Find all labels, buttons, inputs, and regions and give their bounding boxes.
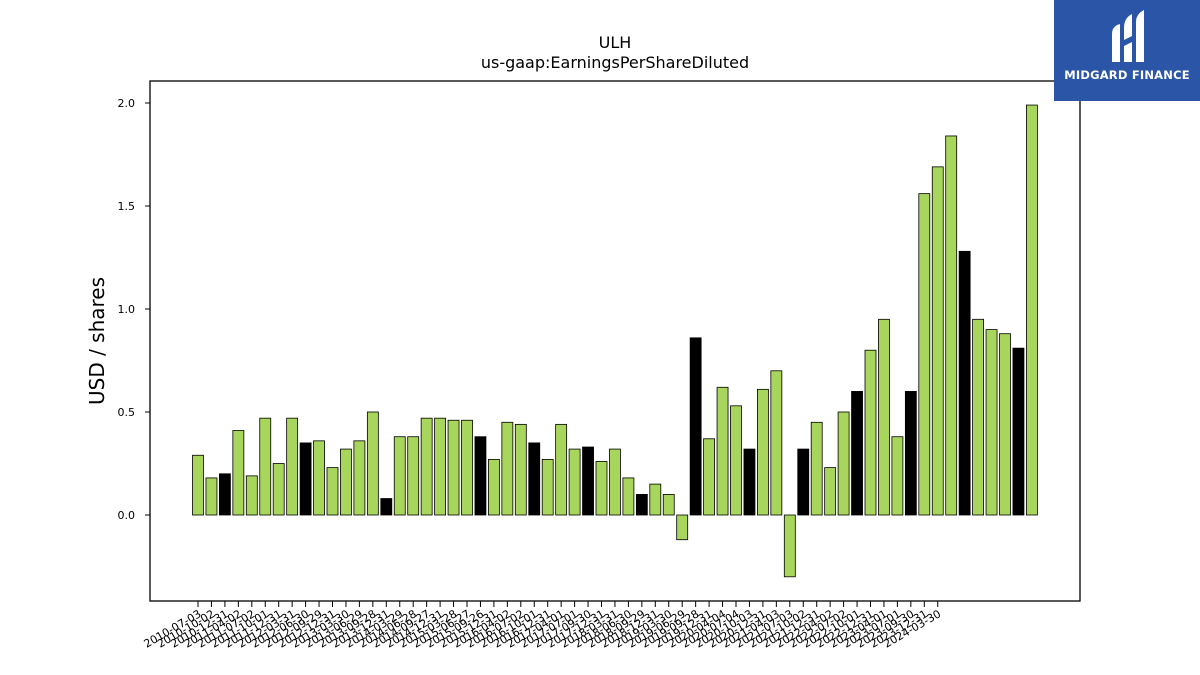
bar bbox=[205, 477, 218, 516]
bar bbox=[891, 436, 904, 516]
bar bbox=[864, 349, 877, 516]
bar bbox=[366, 411, 379, 516]
bar bbox=[447, 419, 460, 516]
bar bbox=[407, 436, 420, 516]
bar bbox=[810, 421, 823, 516]
logo-mark-icon bbox=[1112, 10, 1144, 62]
bar-series bbox=[192, 104, 1038, 578]
bar bbox=[340, 448, 352, 516]
bar bbox=[783, 514, 796, 578]
bar bbox=[716, 386, 729, 516]
y-tick-label: 0.0 bbox=[118, 509, 136, 522]
bar bbox=[649, 483, 662, 516]
y-tick-label: 0.5 bbox=[118, 406, 136, 419]
bar bbox=[824, 467, 837, 516]
bar bbox=[420, 417, 433, 516]
bar bbox=[851, 390, 863, 516]
y-tick-label: 1.0 bbox=[118, 303, 136, 316]
midgard-finance-logo: MIDGARD FINANCE bbox=[1054, 0, 1200, 101]
bar bbox=[514, 423, 527, 516]
bar bbox=[1012, 347, 1025, 516]
bar bbox=[232, 430, 245, 516]
bar bbox=[259, 417, 272, 516]
bar bbox=[931, 166, 944, 516]
bar bbox=[218, 473, 231, 516]
bar bbox=[837, 411, 850, 516]
bar bbox=[192, 454, 204, 516]
bar bbox=[245, 475, 258, 516]
bar bbox=[353, 440, 366, 516]
bar bbox=[757, 388, 769, 516]
bar bbox=[313, 440, 325, 516]
bar bbox=[393, 436, 406, 516]
bar bbox=[609, 448, 621, 516]
bar bbox=[958, 250, 971, 516]
bar bbox=[918, 193, 931, 516]
x-axis: 2010-07-032010-10-022010-12-312011-04-02… bbox=[142, 601, 943, 651]
bar bbox=[622, 477, 635, 516]
bar bbox=[730, 405, 742, 516]
bar bbox=[299, 442, 312, 516]
bar bbox=[743, 448, 756, 516]
bar bbox=[272, 463, 285, 516]
chart-title: ULH bbox=[599, 33, 632, 52]
bar bbox=[770, 370, 783, 516]
chart-subtitle: us-gaap:EarningsPerShareDiluted bbox=[481, 53, 749, 72]
bar bbox=[676, 514, 689, 541]
bar bbox=[501, 421, 514, 516]
bar bbox=[595, 461, 608, 516]
plot-frame bbox=[149, 80, 1081, 602]
bar bbox=[487, 458, 500, 516]
bar bbox=[878, 318, 890, 516]
bar bbox=[945, 135, 958, 516]
bar bbox=[434, 417, 447, 516]
bar bbox=[528, 442, 541, 516]
y-tick-label: 1.5 bbox=[118, 200, 136, 213]
bar bbox=[582, 446, 594, 516]
bar bbox=[326, 467, 339, 516]
bar bbox=[703, 438, 715, 516]
bar bbox=[689, 337, 702, 516]
bar bbox=[461, 419, 473, 516]
bar bbox=[662, 493, 675, 516]
bar bbox=[541, 458, 554, 516]
logo-text: MIDGARD FINANCE bbox=[1064, 68, 1190, 82]
bar bbox=[380, 498, 393, 516]
y-axis: 0.0 0.5 1.0 1.5 2.0 bbox=[118, 97, 150, 522]
bar bbox=[999, 333, 1011, 516]
bar bbox=[797, 448, 810, 516]
bar bbox=[286, 417, 299, 516]
bar bbox=[555, 423, 568, 516]
y-axis-label: USD / shares bbox=[85, 277, 109, 405]
bar bbox=[568, 448, 581, 516]
bar bbox=[474, 436, 487, 516]
y-tick-label: 2.0 bbox=[118, 97, 136, 110]
bar bbox=[972, 318, 984, 516]
bar bbox=[985, 329, 998, 516]
bar bbox=[904, 390, 917, 516]
bar bbox=[635, 493, 648, 516]
bar bbox=[1026, 104, 1038, 516]
